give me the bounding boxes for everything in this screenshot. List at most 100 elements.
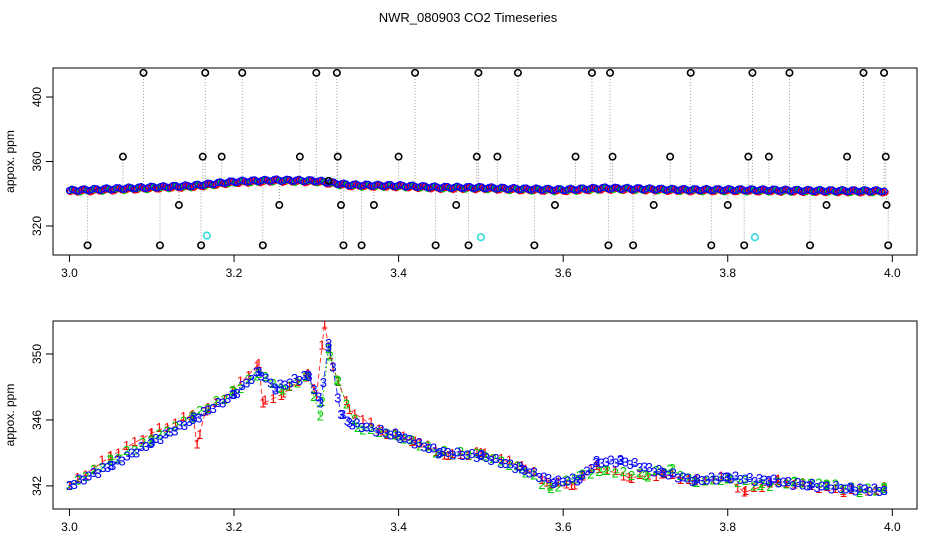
- series-3-symbol: 3: [842, 481, 849, 496]
- series-1-symbol: 1: [546, 477, 553, 492]
- series-3-point: 3: [724, 470, 731, 485]
- series-2-symbol: 2: [318, 394, 325, 409]
- series-3-symbol: 3: [550, 476, 557, 491]
- outlier-point: [357, 241, 366, 250]
- series-1-point: 1: [411, 433, 418, 448]
- series-3-symbol: 3: [689, 474, 696, 489]
- plot-area: [65, 68, 893, 250]
- series-3-symbol: 3: [823, 478, 830, 493]
- series-2-symbol: 2: [693, 475, 700, 490]
- series-1-point: 1: [148, 425, 155, 440]
- series-2-symbol: 2: [172, 418, 179, 433]
- series-3-symbol: 3: [253, 364, 260, 379]
- series-3-symbol: 3: [545, 471, 552, 486]
- sample-point: [712, 185, 720, 193]
- series-1-symbol: 1: [147, 425, 154, 440]
- series-1-symbol: 1: [506, 452, 513, 467]
- outlier-point: [707, 241, 716, 250]
- series-3-point: 3: [189, 412, 196, 427]
- outlier-point: [859, 68, 868, 77]
- series-3-symbol: 3: [722, 469, 729, 484]
- y-tick-label: 400: [30, 87, 44, 107]
- series-1-symbol: 1: [775, 471, 782, 486]
- series-1-symbol: 1: [652, 469, 659, 484]
- series-3-symbol: 3: [344, 413, 351, 428]
- top-panel: 3.0 3.2 3.4 3.6 3.8 4.0 320 360 400 appox. ppm: [3, 67, 918, 280]
- outlier-point: [411, 68, 420, 77]
- sample-point: [169, 181, 177, 190]
- series-1-symbol: 1: [603, 463, 610, 478]
- series-3-symbol: 3: [444, 445, 451, 460]
- series-1-symbol: 1: [375, 421, 382, 436]
- series-3-symbol: 3: [85, 468, 92, 483]
- series-3-symbol: 3: [382, 425, 389, 440]
- series-3-symbol: 3: [262, 371, 269, 386]
- series-3-symbol: 3: [349, 417, 356, 432]
- series-3-symbol: 3: [90, 465, 97, 480]
- series-3-symbol: 3: [454, 444, 461, 459]
- series-1-symbol: 1: [253, 358, 260, 373]
- series-1-symbol: 1: [416, 435, 423, 450]
- series-1-symbol: 1: [131, 434, 138, 449]
- series-1-symbol: 1: [726, 471, 733, 486]
- series-3-symbol: 3: [880, 483, 887, 498]
- series-2-symbol: 2: [180, 413, 187, 428]
- outlier-point: [785, 68, 794, 77]
- series-3-symbol: 3: [526, 465, 533, 480]
- series-3-symbol: 3: [219, 395, 226, 410]
- series-1-point: 1: [321, 316, 328, 331]
- series-3-symbol: 3: [267, 375, 274, 390]
- series-2-point: 2: [148, 432, 155, 447]
- series-3-symbol: 3: [497, 456, 504, 471]
- series-1-point: 1: [724, 470, 731, 485]
- series-2-symbol: 2: [718, 473, 725, 488]
- series-3-symbol: 3: [286, 375, 293, 390]
- series-1-symbol: 1: [82, 467, 89, 482]
- series-2-symbol: 2: [563, 472, 570, 487]
- series-1-symbol: 1: [408, 434, 415, 449]
- series-3-symbol: 3: [214, 395, 221, 410]
- outlier-point: [493, 152, 502, 161]
- series-3-point: 3: [880, 483, 887, 498]
- series-3-symbol: 3: [305, 369, 312, 384]
- series-3-symbol: 3: [583, 463, 590, 478]
- series-2-point: 2: [280, 382, 287, 397]
- outlier-point: [649, 201, 658, 210]
- y-tick-label: 342: [30, 476, 44, 496]
- series-2-symbol: 2: [327, 349, 334, 364]
- series-3-symbol: 3: [181, 418, 188, 433]
- series-1-symbol: 1: [742, 483, 749, 498]
- series-1-symbol: 1: [465, 448, 472, 463]
- series-1-symbol: 1: [669, 467, 676, 482]
- series-1-symbol: 1: [644, 467, 651, 482]
- series-3-symbol: 3: [809, 476, 816, 491]
- series-3-symbol: 3: [416, 435, 423, 450]
- series-3-symbol: 3: [114, 452, 121, 467]
- series-3-symbol: 3: [876, 484, 883, 499]
- series-2-symbol: 2: [465, 447, 472, 462]
- series-1-symbol: 1: [90, 461, 97, 476]
- series-3-symbol: 3: [248, 372, 255, 387]
- series-3-point: 3: [848, 481, 855, 496]
- series-3-point: 3: [617, 453, 624, 468]
- outlier-point: [369, 201, 378, 210]
- series-1-symbol: 1: [269, 391, 276, 406]
- series-1-symbol: 1: [563, 477, 570, 492]
- series-3-symbol: 3: [555, 472, 562, 487]
- series-2-symbol: 2: [530, 468, 537, 483]
- series-1-symbol: 1: [457, 447, 464, 462]
- series-2-symbol: 2: [204, 401, 211, 416]
- series-3-symbol: 3: [200, 404, 207, 419]
- series-3-symbol: 3: [99, 460, 106, 475]
- series-3-symbol: 3: [674, 470, 681, 485]
- series-2-symbol: 2: [335, 374, 342, 389]
- series-2-symbol: 2: [449, 447, 456, 462]
- x-tick-label: 3.2: [226, 520, 243, 534]
- series-2-symbol: 2: [701, 474, 708, 489]
- series-1-symbol: 1: [245, 368, 252, 383]
- series-2-symbol: 2: [498, 453, 505, 468]
- series-1-point: 1: [444, 448, 451, 463]
- outlier-point: [571, 152, 580, 161]
